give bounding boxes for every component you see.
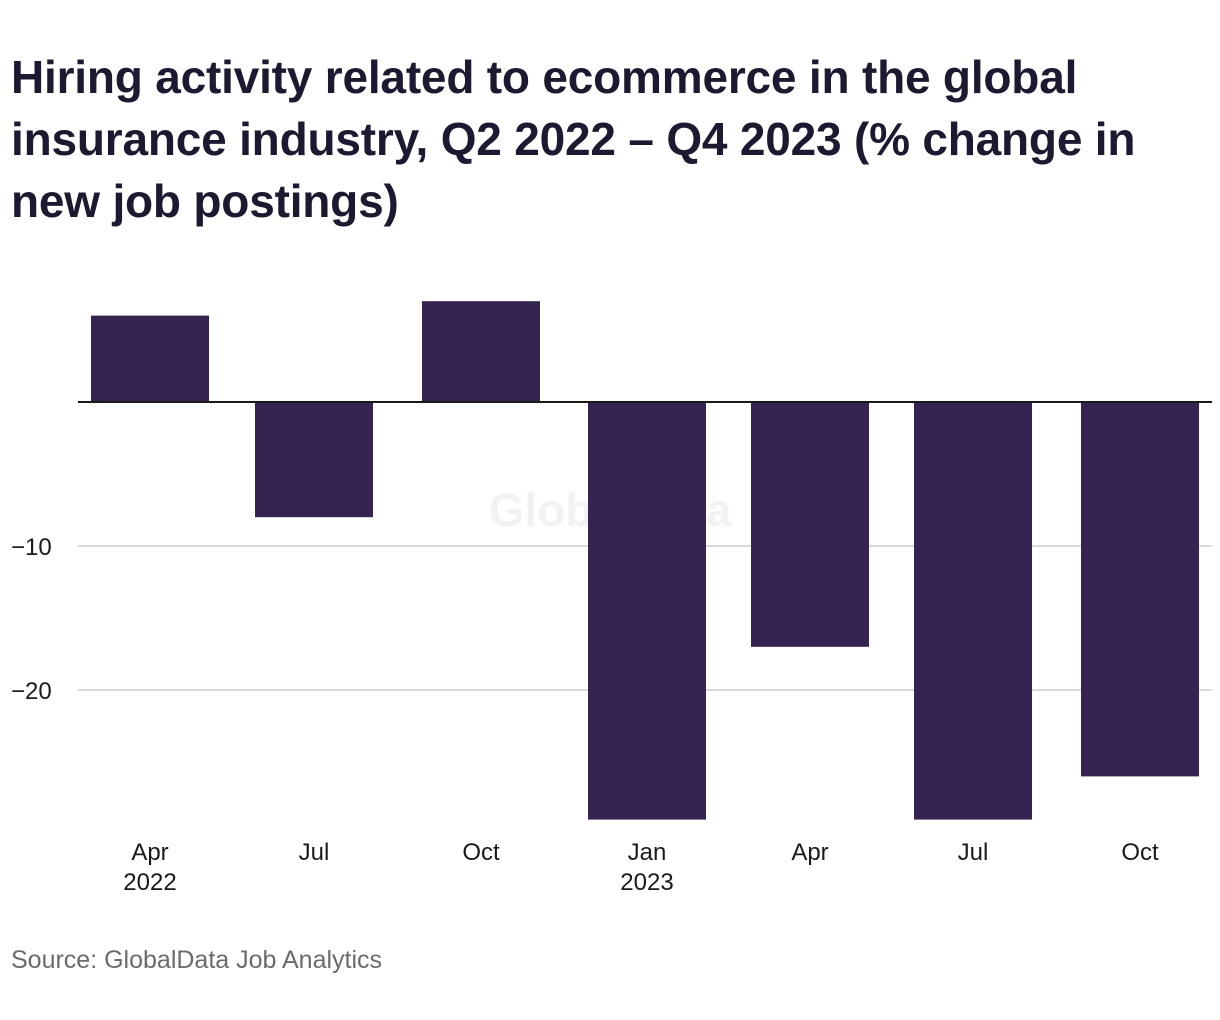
x-tick-year-label: 2022 (123, 869, 176, 896)
bar (91, 315, 209, 402)
x-tick-label: Jan (628, 839, 667, 866)
x-tick-year-label: 2023 (620, 869, 673, 896)
bar (422, 301, 540, 402)
bar (588, 402, 706, 820)
x-tick-label: Oct (1121, 839, 1159, 866)
y-tick-label: −10 (11, 534, 52, 561)
y-tick-label: −20 (11, 678, 52, 705)
bar (914, 402, 1032, 820)
chart-title: Hiring activity related to ecommerce in … (11, 51, 1136, 227)
bar (751, 402, 869, 647)
x-tick-label: Oct (462, 839, 500, 866)
bar (255, 402, 373, 518)
x-tick-label: Jul (299, 839, 330, 866)
source-note: Source: GlobalData Job Analytics (11, 946, 383, 974)
y-axis-ticks: −10 −20 (11, 534, 52, 705)
bars (91, 301, 1199, 820)
bar (1081, 402, 1199, 777)
x-tick-label: Jul (958, 839, 989, 866)
x-tick-label: Apr (131, 839, 168, 866)
x-tick-label: Apr (791, 839, 828, 866)
x-axis-ticks: Apr 2022 Jul Oct Jan 2023 Apr Jul Oct (123, 839, 1159, 896)
